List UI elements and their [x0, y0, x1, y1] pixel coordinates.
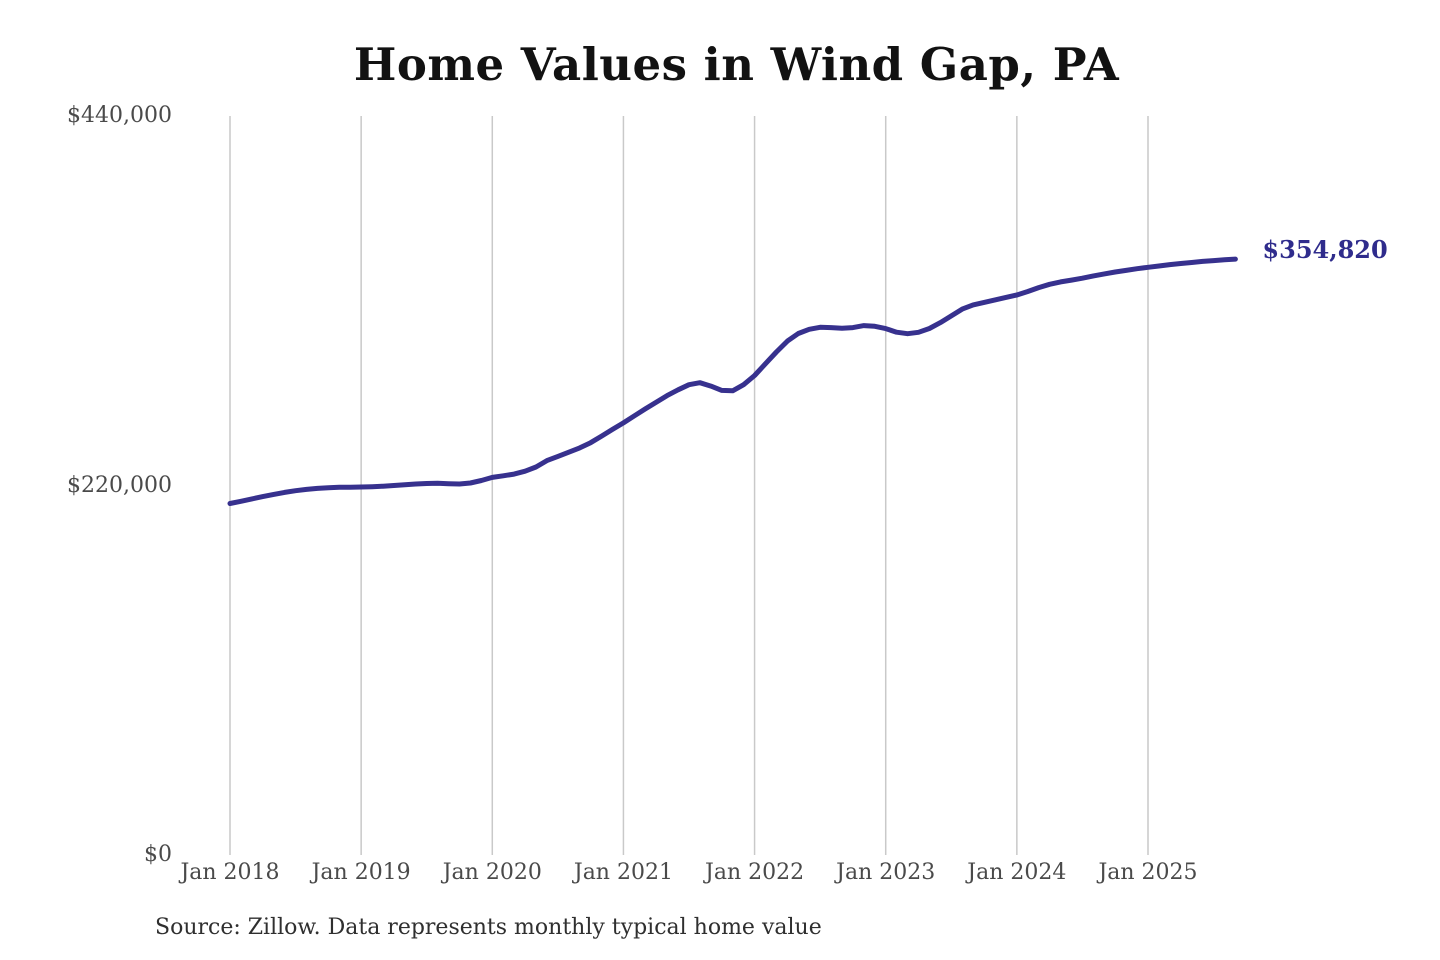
home-value-line — [227, 256, 1238, 506]
x-tick-label: Jan 2021 — [573, 860, 673, 885]
x-tick-label: Jan 2024 — [967, 860, 1067, 885]
x-tick-label: Jan 2025 — [1098, 860, 1198, 885]
x-tick-label: Jan 2022 — [705, 860, 805, 885]
x-tick-label: Jan 2020 — [442, 860, 542, 885]
x-tick-label: Jan 2018 — [180, 860, 280, 885]
x-tick-label: Jan 2023 — [836, 860, 936, 885]
y-tick-label: $0 — [144, 842, 172, 867]
y-tick-label: $440,000 — [67, 103, 172, 128]
latest-value-label: $354,820 — [1262, 235, 1388, 265]
y-tick-label: $220,000 — [67, 472, 172, 498]
chart-title: Home Values in Wind Gap, PA — [353, 38, 1120, 91]
x-tick-label: Jan 2019 — [311, 860, 411, 885]
source-note: Source: Zillow. Data represents monthly … — [155, 915, 822, 940]
